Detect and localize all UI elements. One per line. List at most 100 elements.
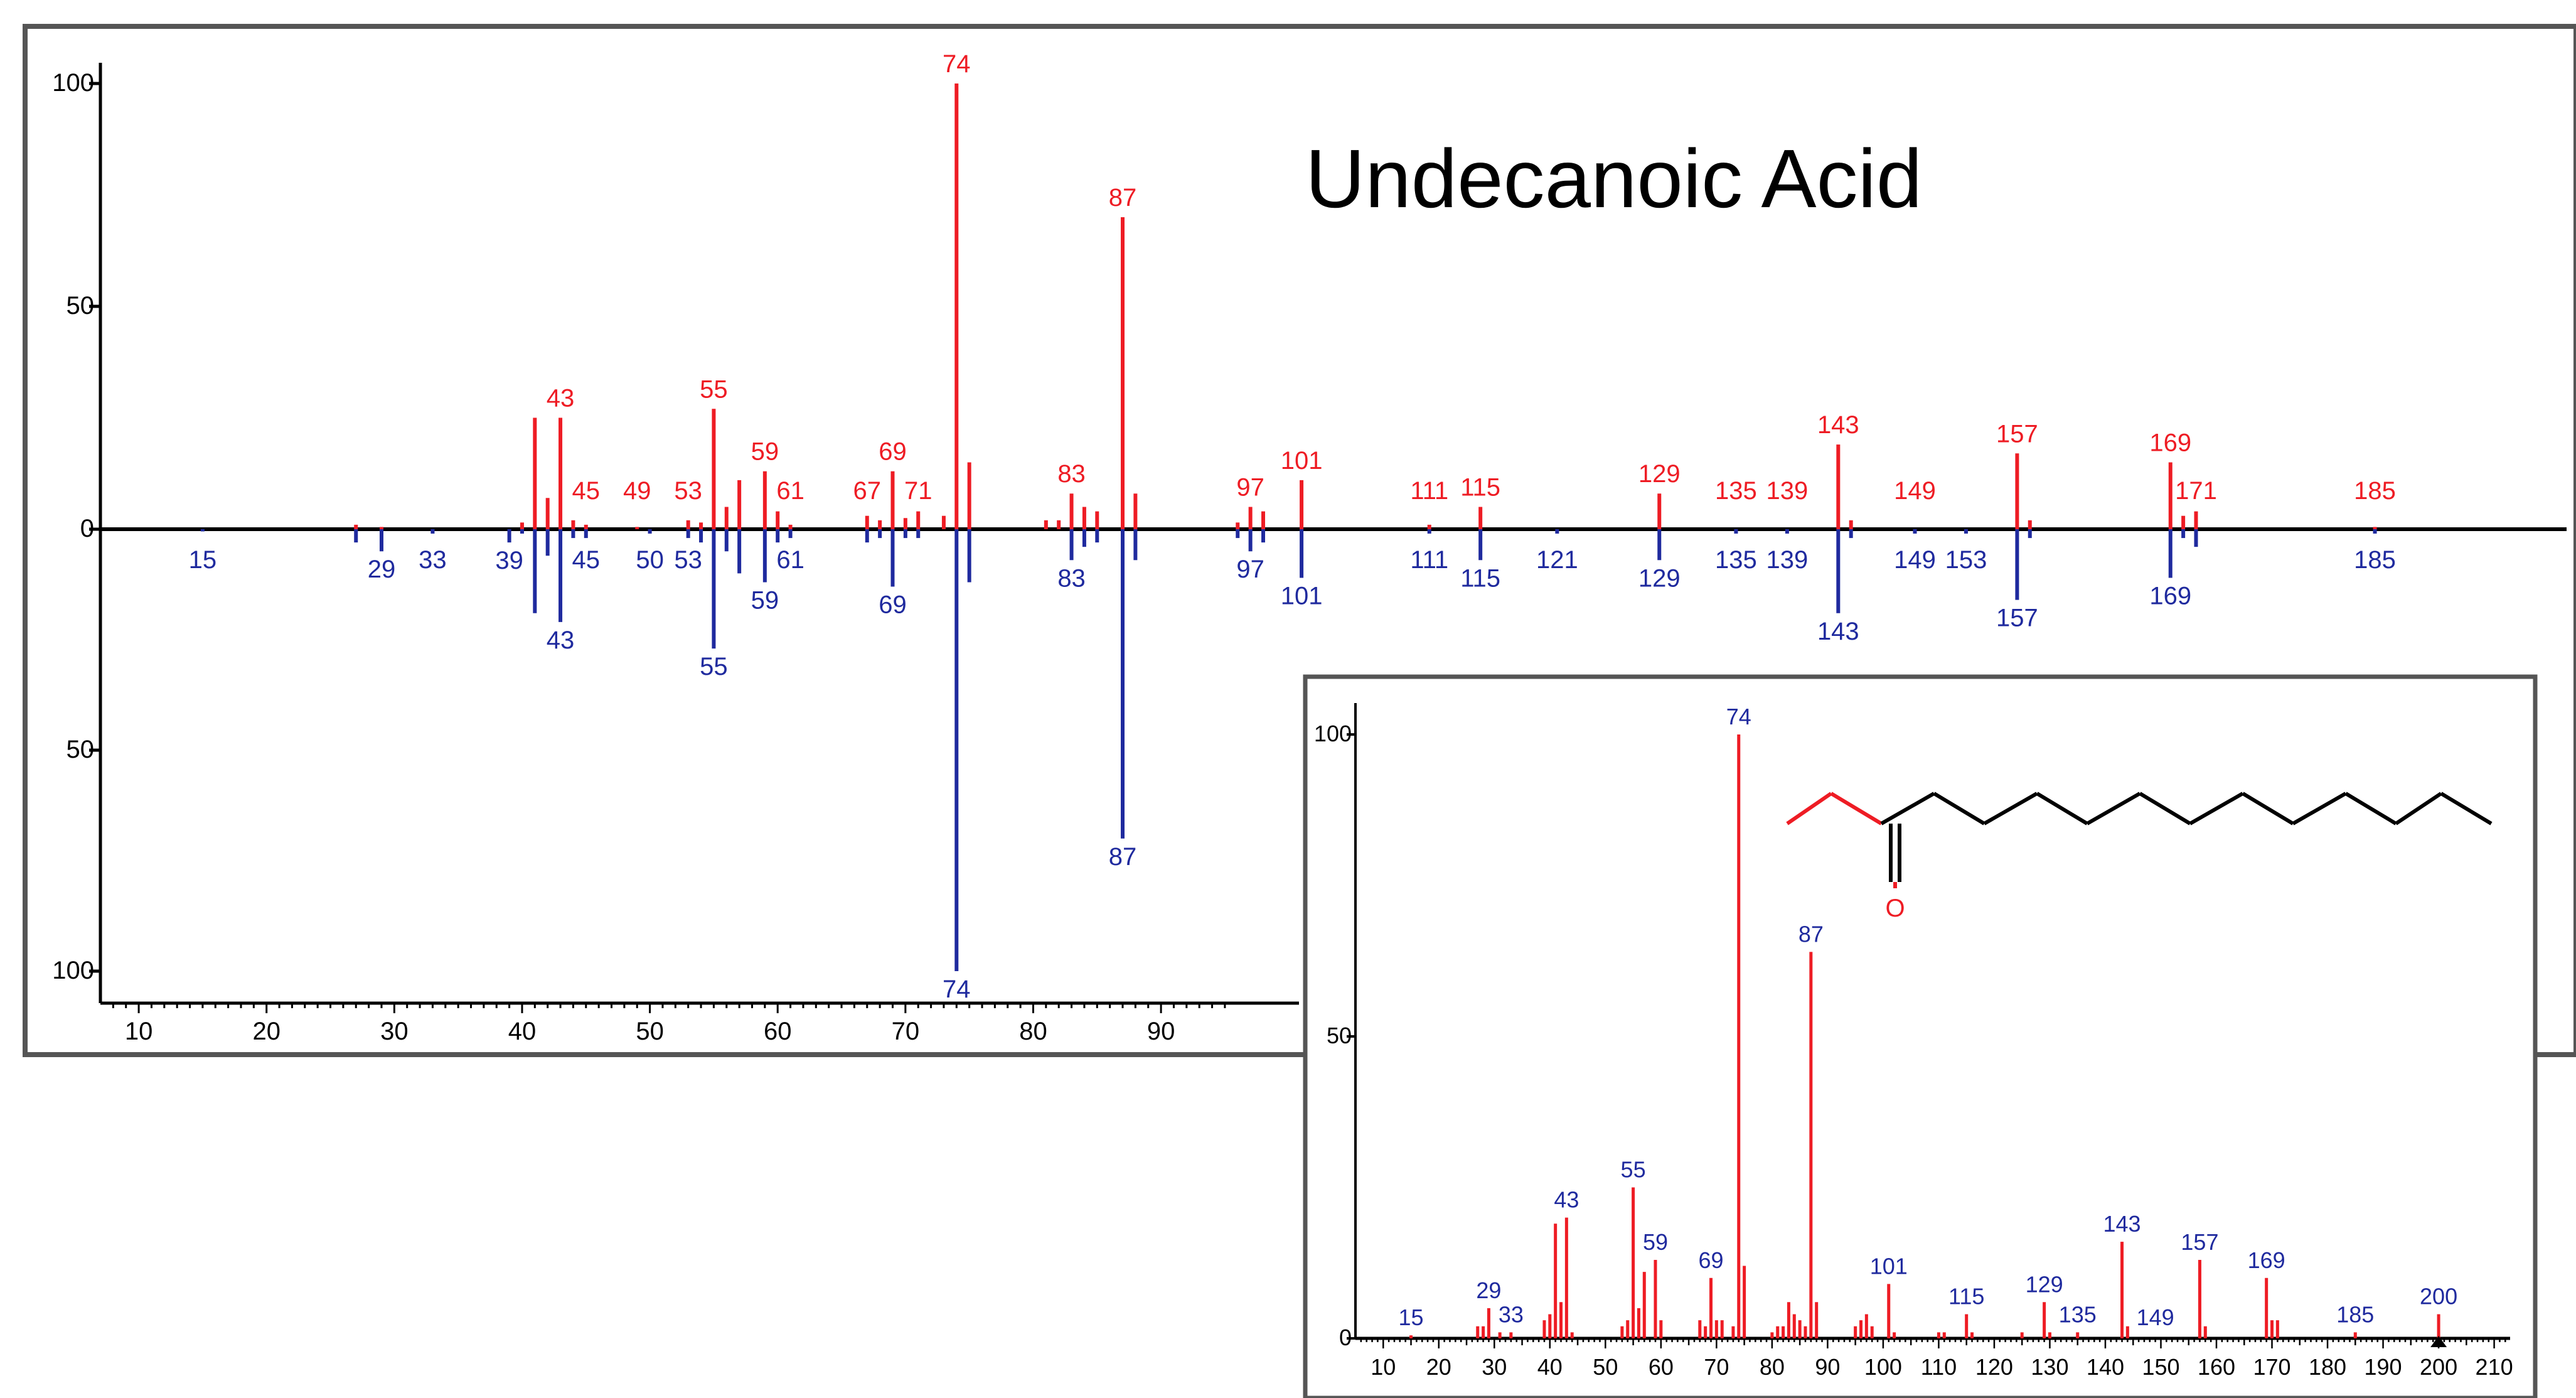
library-peak-label: 59: [751, 586, 779, 614]
sample-peak-label: 169: [2149, 429, 2191, 457]
sample-peak-label: 74: [943, 50, 971, 78]
structure-bond: [2242, 792, 2294, 825]
sample-peak-label: 43: [547, 385, 575, 412]
library-peak-label: 69: [879, 591, 907, 619]
structure-bond: [2086, 792, 2141, 825]
main-x-tick-label: 20: [252, 1018, 281, 1045]
library-peak-label: 169: [2149, 582, 2191, 610]
inset-peak-label: 15: [1398, 1304, 1423, 1330]
structure-bond: [1830, 792, 1883, 825]
main-x-tick-label: 40: [508, 1018, 537, 1045]
inset-peak-label: 101: [1870, 1253, 1908, 1279]
inset-x-tick-label: 110: [1921, 1354, 1957, 1380]
inset-peak-label: 59: [1643, 1229, 1668, 1255]
inset-x-tick-label: 40: [1537, 1354, 1563, 1380]
main-x-tick-label: 30: [380, 1018, 409, 1045]
inset-peak-label: 69: [1698, 1247, 1723, 1273]
inset-x-tick-label: 10: [1371, 1354, 1396, 1380]
sample-peak-label: 83: [1057, 460, 1086, 488]
sample-peak-label: 115: [1460, 474, 1500, 502]
library-peak-label: 74: [943, 976, 971, 1003]
molecular-ion-marker: [2430, 1336, 2447, 1347]
inset-peak-label: 149: [2137, 1304, 2174, 1330]
main-y-tick-label: 100: [52, 957, 94, 984]
inset-x-tick-label: 70: [1704, 1354, 1729, 1380]
structure-bond: [1983, 792, 2038, 825]
inset-peak-label: 74: [1726, 704, 1751, 729]
library-peak-label: 15: [189, 546, 217, 574]
sample-peak-label: 53: [674, 477, 702, 505]
structure-bond: [2189, 792, 2244, 825]
sample-peak-label: 59: [751, 438, 779, 466]
library-peak-label: 135: [1715, 546, 1757, 574]
library-peak-label: 101: [1281, 582, 1323, 610]
sample-peak-label: 149: [1894, 477, 1936, 505]
inset-frame: [1303, 674, 2538, 1398]
library-peak-label: 185: [2354, 546, 2396, 574]
inset-x-tick-label: 130: [2031, 1354, 2068, 1380]
sample-peak-label: 111: [1410, 477, 1448, 505]
inset-peak-label: 135: [2059, 1301, 2097, 1327]
inset-x-tick-label: 90: [1815, 1354, 1840, 1380]
inset-peak-label: 43: [1554, 1187, 1579, 1213]
mirror-spectrum-chart: 100 50 0 50 100 10 20 30 40 50 60 70 80 90 43 45 49 53 55 5…: [23, 24, 2576, 1057]
structure-bond: [2344, 792, 2397, 825]
main-x-tick-label: 60: [764, 1018, 792, 1045]
library-peak-label: 33: [419, 546, 447, 574]
structure-bond: [1933, 792, 1985, 825]
library-peak-label: 115: [1460, 564, 1500, 592]
sample-peak-label: 69: [879, 438, 907, 466]
inset-x-tick-label: 210: [2476, 1354, 2513, 1380]
sample-peak-label: 45: [572, 477, 601, 505]
main-x-tick-label: 90: [1147, 1018, 1175, 1045]
inset-x-tick-label: 120: [1975, 1354, 2013, 1380]
sample-peak-label: 135: [1715, 477, 1757, 505]
library-peak-label: 50: [636, 546, 664, 574]
library-peak-label: 55: [700, 653, 728, 680]
library-peak-label: 97: [1236, 556, 1264, 583]
inset-x-tick-label: 50: [1593, 1354, 1618, 1380]
inset-y-tick-label: 0: [1339, 1325, 1352, 1350]
structure-oxygen-label: O: [1885, 895, 1905, 922]
chart-title: Undecanoic Acid: [1305, 132, 1922, 225]
main-x-tick-label: 10: [125, 1018, 153, 1045]
main-x-tick-label: 70: [892, 1018, 920, 1045]
sample-peak-label: 55: [700, 375, 728, 403]
structure-bond: [2292, 792, 2347, 825]
library-peak-label: 143: [1817, 618, 1859, 645]
structure-bond: [1786, 792, 1832, 825]
inset-peak-label: 200: [2420, 1284, 2457, 1309]
sample-peak-label: 129: [1638, 460, 1681, 488]
main-x-tick-label: 50: [636, 1018, 664, 1045]
library-peak-label: 87: [1109, 843, 1137, 871]
inset-peak-label: 185: [2336, 1301, 2374, 1327]
inset-x-tick-label: 80: [1760, 1354, 1785, 1380]
inset-x-tick-label: 20: [1426, 1354, 1451, 1380]
library-peak-label: 43: [547, 626, 575, 654]
library-peak-label: 129: [1638, 564, 1681, 592]
sample-peak-label: 139: [1766, 477, 1809, 505]
sample-peak-label: 185: [2354, 477, 2396, 505]
sample-peak-label: 61: [776, 477, 804, 505]
structure-bond: [2139, 792, 2191, 825]
inset-peak-label: 29: [1476, 1277, 1501, 1303]
inset-x-tick-label: 190: [2365, 1354, 2402, 1380]
inset-peak-label: 115: [1948, 1284, 1984, 1309]
library-peak-label: 139: [1766, 546, 1809, 574]
library-peak-label: 83: [1057, 564, 1086, 592]
inset-peak-label: 87: [1798, 921, 1824, 947]
inset-x-tick-label: 170: [2253, 1354, 2290, 1380]
inset-peak-label: 129: [2026, 1271, 2063, 1297]
sample-peak-label: 71: [904, 477, 933, 505]
sample-peak-label: 49: [623, 477, 651, 505]
inset-y-tick-label: 50: [1327, 1023, 1352, 1048]
main-y-tick-label: 0: [80, 515, 94, 542]
inset-peak-label: 33: [1499, 1301, 1524, 1327]
main-y-tick-label: 100: [52, 69, 94, 97]
main-y-tick-label: 50: [67, 292, 95, 320]
main-x-tick-label: 80: [1019, 1018, 1047, 1045]
sample-peak-label: 157: [1996, 420, 2038, 448]
inset-peak-label: 55: [1621, 1157, 1646, 1183]
inset-peak-label: 169: [2248, 1247, 2285, 1273]
